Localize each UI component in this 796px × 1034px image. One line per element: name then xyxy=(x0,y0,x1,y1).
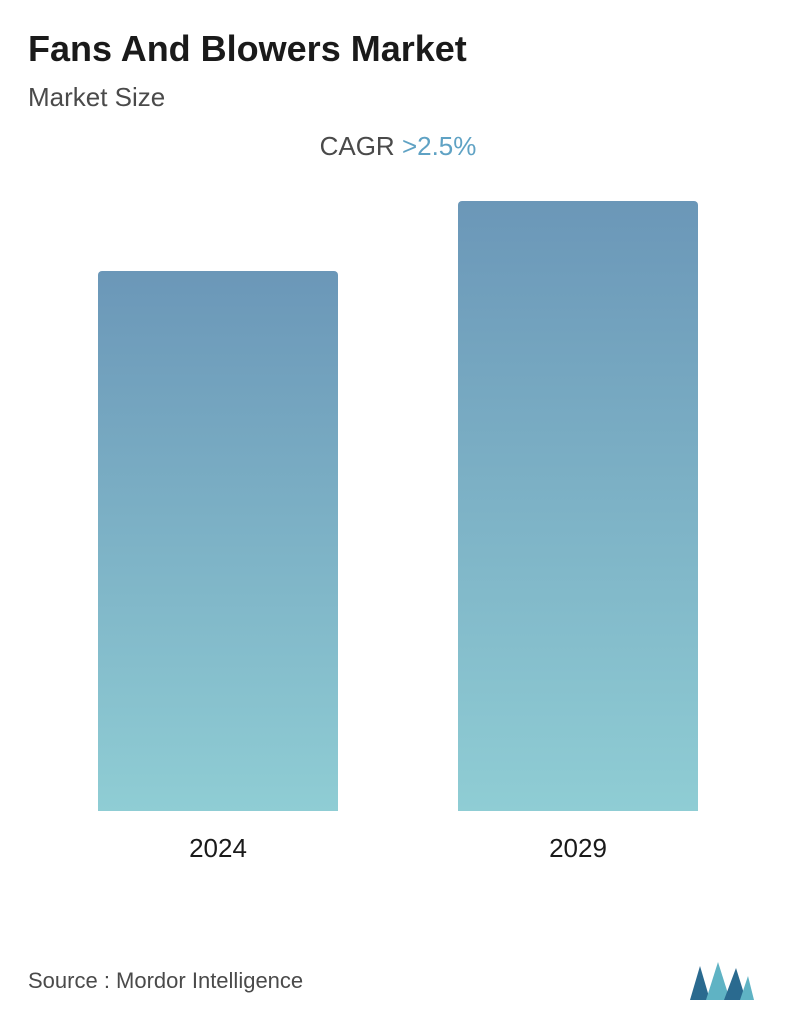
bar-group-2024: 2024 xyxy=(98,271,338,864)
bar-2024 xyxy=(98,271,338,811)
bar-group-2029: 2029 xyxy=(458,201,698,864)
cagr-row: CAGR >2.5% xyxy=(0,131,796,162)
page-subtitle: Market Size xyxy=(0,70,796,113)
source-value: Mordor Intelligence xyxy=(116,968,303,993)
mordor-logo-icon xyxy=(688,960,756,1004)
source-label: Source : xyxy=(28,968,116,993)
page-title: Fans And Blowers Market xyxy=(0,0,796,70)
cagr-value: >2.5% xyxy=(402,131,476,161)
bar-label-2024: 2024 xyxy=(189,833,247,864)
bar-2029 xyxy=(458,201,698,811)
cagr-label: CAGR xyxy=(320,131,402,161)
bar-chart: 2024 2029 xyxy=(0,190,796,914)
bar-label-2029: 2029 xyxy=(549,833,607,864)
source-footer: Source : Mordor Intelligence xyxy=(28,968,303,994)
